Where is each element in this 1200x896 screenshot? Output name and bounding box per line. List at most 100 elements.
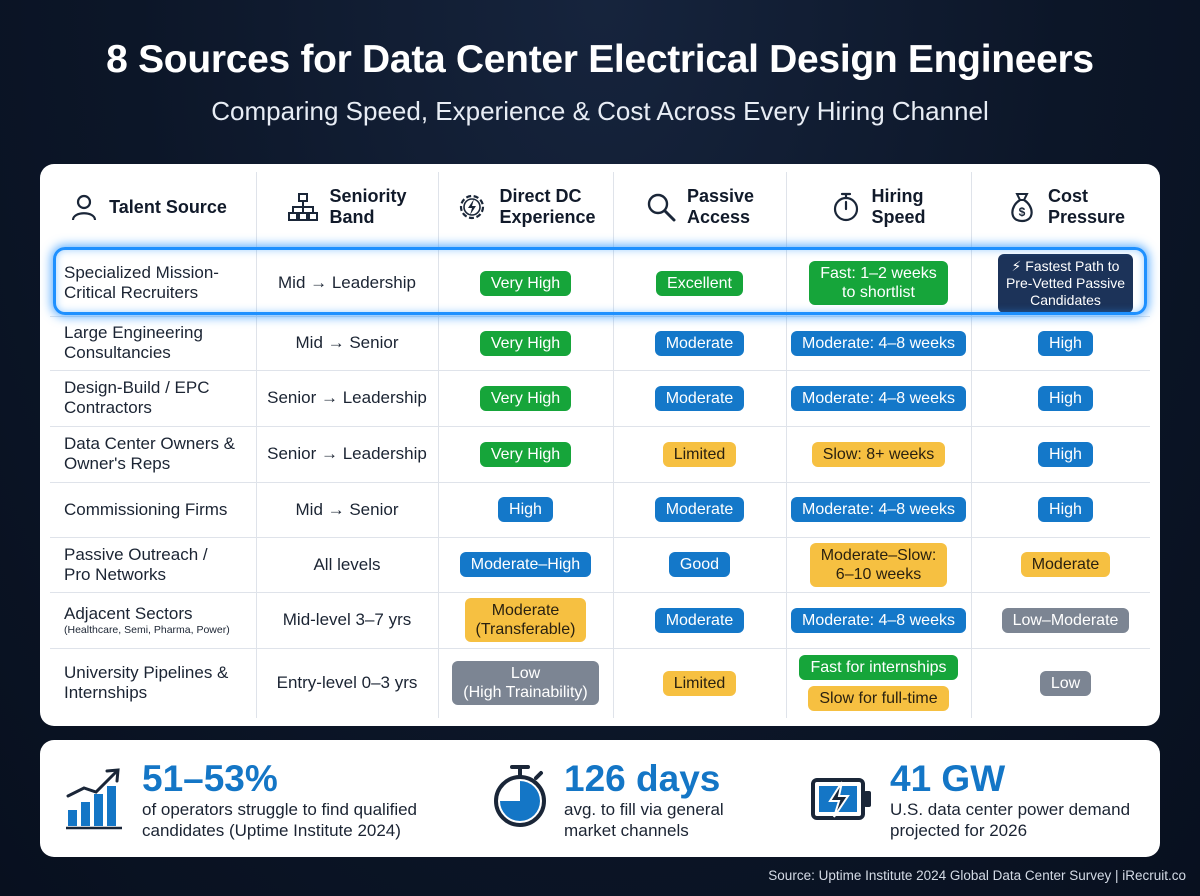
seniority-cell: Mid → Leadership — [278, 273, 416, 292]
stopwatch-icon — [834, 192, 859, 222]
hiring-speed-cell: Moderate: 4–8 weeks — [786, 370, 971, 426]
header-seniority-band: Seniority Band — [256, 164, 438, 250]
passive-access-badge: Limited — [662, 670, 737, 696]
experience-badge: Very High — [479, 330, 572, 356]
cost-pressure-badge: High — [1038, 330, 1093, 356]
talent-source-cell: Commissioning Firms — [64, 499, 228, 519]
passive-access-cell: Excellent — [613, 250, 786, 316]
passive-access-badge: Moderate — [654, 385, 745, 411]
experience-badge: Very High — [479, 441, 572, 467]
header-talent-source: Talent Source — [40, 164, 256, 250]
passive-access-badge: Moderate — [654, 497, 745, 522]
hiring-speed-cell: Slow: 8+ weeks — [786, 426, 971, 482]
cost-pressure-badge: High — [1038, 497, 1093, 522]
column-divider — [256, 172, 257, 718]
experience-cell: Low (High Trainability) — [438, 648, 613, 718]
svg-text:$: $ — [1019, 205, 1026, 219]
passive-access-cell: Moderate — [613, 592, 786, 648]
stat-value: 51–53% — [142, 758, 278, 799]
hiring-speed-cell: Fast: 1–2 weeks to shortlist — [786, 250, 971, 316]
hiring-speed-badge: Moderate: 4–8 weeks — [791, 330, 966, 356]
passive-access-badge: Moderate — [654, 330, 745, 356]
talent-source-cell: University Pipelines & Internships — [64, 663, 229, 702]
table-row: Large Engineering Consultancies Mid → Seni… — [40, 316, 1160, 370]
seniority-cell: Mid → Senior — [295, 333, 399, 352]
table-row: Data Center Owners & Owner's Reps Senior →… — [40, 426, 1160, 482]
column-divider — [971, 172, 972, 718]
passive-access-cell: Limited — [613, 648, 786, 718]
seniority-cell: Senior → Leadership — [267, 444, 427, 463]
hiring-speed-badge: Moderate: 4–8 weeks — [791, 385, 966, 411]
row-divider — [50, 482, 1150, 483]
experience-cell: Very High — [438, 250, 613, 316]
seniority-cell: All levels — [313, 554, 381, 574]
seniority-cell: Entry-level 0–3 yrs — [276, 673, 418, 692]
passive-access-badge: Good — [668, 552, 731, 577]
cost-pressure-cell: High — [971, 316, 1160, 370]
cost-pressure-cell: Low–Moderate — [971, 592, 1160, 648]
hiring-speed-badge: Moderate: 4–8 weeks — [791, 497, 966, 522]
cost-pressure-badge: Low–Moderate — [1001, 607, 1130, 633]
experience-badge: Low (High Trainability) — [452, 661, 599, 705]
hiring-speed-cell: Moderate: 4–8 weeks — [786, 592, 971, 648]
row-divider — [50, 316, 1150, 317]
column-divider — [438, 172, 439, 718]
hiring-speed-badge: Fast for internships — [799, 655, 958, 680]
experience-badge: Moderate–High — [459, 552, 592, 577]
stat-description: of operators struggle to find qualified c… — [142, 800, 418, 840]
passive-access-cell: Good — [613, 537, 786, 592]
experience-cell: Very High — [438, 370, 613, 426]
table-row: Passive Outreach / Pro Networks All levels… — [40, 537, 1160, 592]
talent-source-cell: Data Center Owners & Owner's Reps — [64, 434, 236, 473]
passive-access-cell: Moderate — [613, 316, 786, 370]
table-row: Adjacent Sectors (Healthcare, Semi, Pharm… — [40, 592, 1160, 648]
seniority-cell: Mid → Senior — [295, 499, 399, 519]
header-direct-dc-experience: Direct DC Experience — [438, 164, 613, 250]
stat-days-to-fill: 126 days avg. to fill via general market … — [492, 740, 792, 857]
hiring-speed-badge: Fast: 1–2 weeks to shortlist — [809, 261, 948, 305]
table-row: Design-Build / EPC Contractors Senior → Le… — [40, 370, 1160, 426]
table-row: Commissioning Firms Mid → Senior High Moder… — [40, 482, 1160, 537]
battery-bolt-icon — [811, 778, 871, 820]
passive-access-badge: Moderate — [654, 607, 745, 633]
comparison-table: Talent Source Seniority Band Direct DC Exp… — [40, 164, 1160, 726]
cost-pressure-badge: High — [1038, 441, 1093, 467]
source-note: (Healthcare, Semi, Pharma, Power) — [64, 624, 230, 636]
stopwatch-icon — [494, 765, 546, 827]
hiring-speed-badge: Slow: 8+ weeks — [811, 441, 946, 467]
row-divider — [50, 592, 1150, 593]
stat-power-demand: 41 GW U.S. data center power demand proje… — [810, 740, 1150, 857]
stat-description: U.S. data center power demand projected f… — [890, 800, 1131, 840]
experience-cell: Moderate–High — [438, 537, 613, 592]
page-title: 8 Sources for Data Center Electrical Des… — [106, 38, 1094, 81]
person-icon — [72, 194, 97, 221]
cost-pressure-cell: ⚡ Fastest Path to Pre-Vetted Passive Candi… — [971, 250, 1160, 316]
passive-access-cell: Moderate — [613, 482, 786, 537]
cost-pressure-cell: High — [971, 482, 1160, 537]
lightning-gear-icon — [460, 194, 485, 220]
table-row: Specialized Mission- Critical Recruiters M… — [40, 250, 1160, 316]
table-row: University Pipelines & Internships Entry-l… — [40, 648, 1160, 718]
experience-cell: Moderate (Transferable) — [438, 592, 613, 648]
column-divider — [613, 172, 614, 718]
source-credit: Source: Uptime Institute 2024 Global Dat… — [768, 868, 1186, 883]
talent-source-cell: Large Engineering Consultancies — [64, 323, 203, 362]
experience-cell: Very High — [438, 426, 613, 482]
hiring-speed-badge: Moderate–Slow: 6–10 weeks — [809, 542, 948, 587]
cost-pressure-cell: Moderate — [971, 537, 1160, 592]
row-divider — [50, 537, 1150, 538]
experience-cell: Very High — [438, 316, 613, 370]
experience-badge: High — [498, 497, 553, 522]
page-subtitle: Comparing Speed, Experience & Cost Acros… — [211, 96, 989, 126]
seniority-cell: Senior → Leadership — [267, 388, 427, 407]
cost-pressure-cell: High — [971, 426, 1160, 482]
stat-value: 126 days — [564, 758, 721, 799]
cost-pressure-badge: Low — [1039, 670, 1092, 696]
hiring-speed-cell: Moderate: 4–8 weeks — [786, 482, 971, 537]
passive-access-cell: Limited — [613, 426, 786, 482]
experience-cell: High — [438, 482, 613, 537]
hiring-speed-cell: Moderate–Slow: 6–10 weeks — [786, 537, 971, 592]
cost-pressure-cell: High — [971, 370, 1160, 426]
magnifier-icon — [647, 193, 676, 222]
column-divider — [786, 172, 787, 718]
